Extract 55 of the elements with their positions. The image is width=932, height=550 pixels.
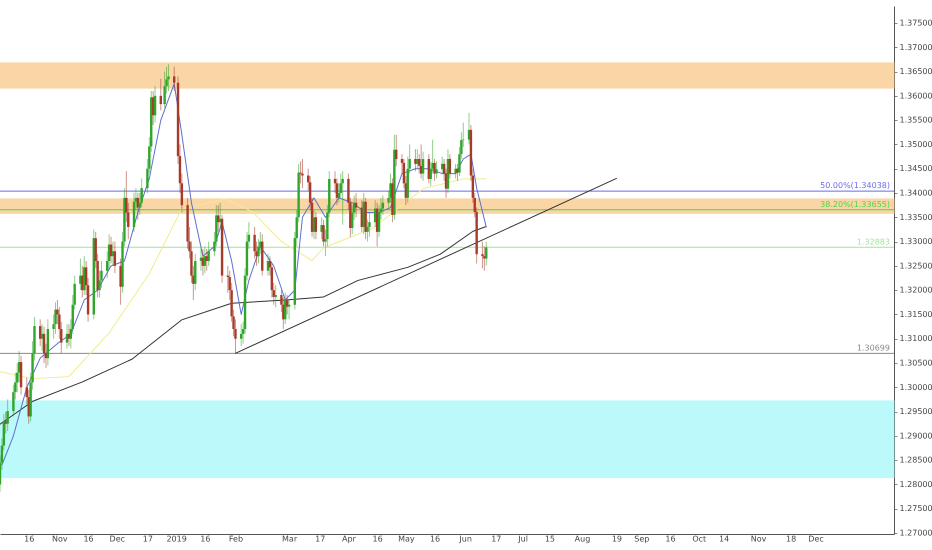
y-tick-label: 1.36500: [900, 67, 932, 76]
x-tick-label: Nov: [750, 534, 767, 544]
x-tick-label: Oct: [692, 534, 706, 544]
x-tick-label: 16: [24, 534, 34, 544]
y-tick-label: 1.30500: [900, 358, 932, 368]
x-tick-label: Aug: [574, 534, 590, 544]
y-tick-label: 1.34500: [900, 164, 932, 174]
y-tick-label: 1.29500: [900, 407, 932, 416]
y-tick-label: 1.27000: [900, 528, 932, 538]
y-tick-label: 1.28500: [900, 456, 932, 465]
y-tick-label: 1.33500: [900, 212, 932, 222]
y-tick-label: 1.32500: [900, 261, 932, 270]
x-tick-label: 17: [142, 534, 153, 544]
line-series: [0, 178, 487, 380]
y-tick-label: 1.36000: [900, 91, 932, 100]
y-tick-label: 1.31000: [900, 334, 932, 344]
ref-line-label: 50.00%(1.34038): [820, 181, 890, 190]
ref-line-label: 38.20%(1.33655): [820, 200, 890, 209]
x-tick-label: 16: [430, 534, 440, 544]
x-tick-label: Sep: [634, 534, 650, 544]
x-tick-label: 17: [491, 534, 502, 544]
x-tick-label: Apr: [342, 534, 357, 544]
ref-line-label: 1.30699: [856, 343, 890, 352]
x-tick-label: 16: [665, 534, 676, 544]
x-tick-label: 19: [612, 534, 622, 544]
y-tick-label: 1.35500: [900, 116, 932, 125]
x-tick-label: Feb: [228, 534, 244, 544]
x-tick-label: 14: [719, 534, 730, 544]
x-tick-label: 17: [315, 534, 326, 544]
x-tick-label: Jun: [458, 534, 472, 544]
x-tick-label: 16: [83, 534, 94, 544]
y-tick-label: 1.37500: [900, 18, 932, 28]
y-tick-label: 1.27500: [900, 504, 932, 514]
y-tick-label: 1.31500: [900, 310, 932, 319]
x-tick-label: Jul: [517, 534, 528, 544]
y-tick-label: 1.30000: [900, 382, 932, 392]
x-tick-label: 16: [372, 534, 383, 544]
x-tick-label: Nov: [52, 534, 68, 544]
x-tick-label: 2019: [166, 534, 187, 544]
y-tick-label: 1.34000: [900, 188, 932, 198]
y-tick-label: 1.28000: [900, 480, 932, 489]
y-tick-label: 1.37000: [900, 42, 932, 52]
x-tick-label: Dec: [110, 534, 126, 544]
y-tick-label: 1.29000: [900, 431, 932, 440]
y-tick-label: 1.32000: [900, 286, 932, 295]
y-tick-label: 1.33000: [900, 237, 932, 246]
x-tick-label: 16: [200, 534, 210, 544]
ref-line-label: 1.32883: [856, 237, 890, 246]
x-tick-label: 18: [786, 534, 796, 544]
x-tick-label: 15: [544, 534, 556, 544]
y-tick-label: 1.35000: [900, 140, 932, 149]
line-series: [0, 226, 487, 425]
x-tick-label: Dec: [808, 534, 824, 544]
x-tick-label: May: [398, 534, 415, 544]
x-tick-label: Mar: [282, 534, 298, 544]
